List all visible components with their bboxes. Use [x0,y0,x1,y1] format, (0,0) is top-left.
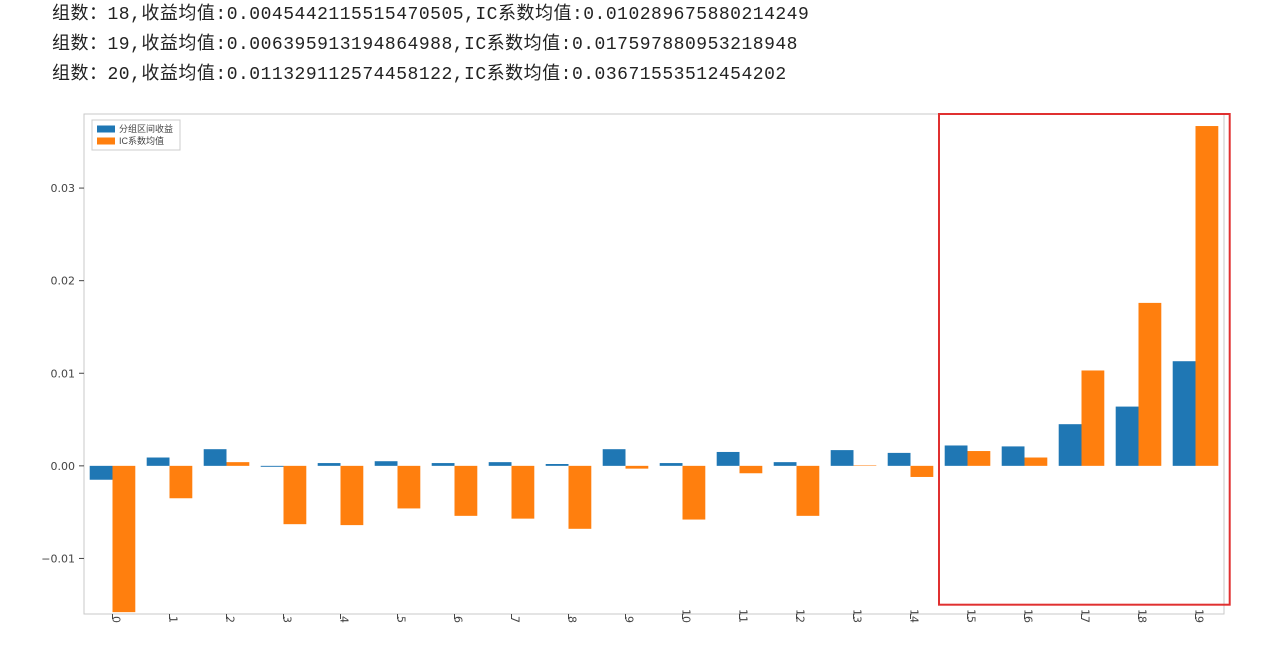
svg-text:0.00: 0.00 [51,460,76,473]
svg-text:0.02: 0.02 [51,275,76,288]
svg-text:5: 5 [395,616,408,623]
bar-series1 [831,450,854,466]
bar-series1 [489,462,512,466]
bar-series1 [717,452,740,466]
bar-series2 [170,466,193,498]
bar-series2 [284,466,307,524]
legend-swatch [97,126,115,133]
svg-text:9: 9 [623,616,636,623]
svg-text:3: 3 [281,616,294,623]
bar-series1 [1116,407,1139,466]
bar-chart: −0.010.000.010.020.030123456789101112131… [24,108,1244,648]
svg-text:17: 17 [1079,609,1092,623]
bar-series2 [341,466,364,525]
bar-series1 [432,463,455,466]
svg-text:0.03: 0.03 [51,182,76,195]
bar-series1 [261,466,284,467]
svg-text:6: 6 [452,616,465,623]
bar-series2 [569,466,592,529]
svg-text:14: 14 [908,609,921,623]
bar-series1 [318,463,341,466]
svg-text:8: 8 [566,616,579,623]
bar-series1 [774,462,797,466]
svg-text:7: 7 [509,616,522,623]
svg-text:−0.01: −0.01 [41,552,75,565]
bar-series1 [1173,361,1196,466]
svg-text:11: 11 [737,609,750,623]
legend-label: 分组区间收益 [119,123,173,134]
bar-series2 [1139,303,1162,466]
chart-svg: −0.010.000.010.020.030123456789101112131… [24,108,1244,648]
bar-series1 [546,464,569,466]
svg-text:18: 18 [1136,609,1149,623]
bar-series1 [375,461,398,466]
bar-series2 [1025,458,1048,466]
svg-text:13: 13 [851,609,864,623]
bar-series2 [911,466,934,477]
bar-series2 [1082,370,1105,465]
output-text-lines: 组数：18,收益均值:0.0045442115515470505,IC系数均值:… [52,0,809,90]
bar-series2 [398,466,421,509]
legend-label: IC系数均值 [119,135,164,146]
bar-series2 [512,466,535,519]
bar-series1 [603,449,626,466]
bar-series2 [113,466,136,612]
bar-series1 [888,453,911,466]
bar-series1 [660,463,683,466]
bar-series1 [204,449,227,466]
bar-series1 [945,445,968,465]
bar-series1 [1002,446,1025,465]
svg-text:0.01: 0.01 [51,367,76,380]
svg-text:4: 4 [338,616,351,623]
bar-series2 [740,466,763,473]
bar-series1 [1059,424,1082,466]
bar-series2 [626,466,649,469]
svg-text:2: 2 [224,616,237,623]
svg-text:10: 10 [680,609,693,623]
bar-series2 [455,466,478,516]
bar-series1 [147,458,170,466]
text-line-1: 组数：18,收益均值:0.0045442115515470505,IC系数均值:… [52,0,809,30]
bar-series1 [90,466,113,480]
bar-series2 [227,462,250,466]
bar-series2 [854,465,877,466]
bar-series2 [968,451,991,466]
svg-text:12: 12 [794,609,807,623]
svg-text:1: 1 [167,616,180,623]
text-line-2: 组数：19,收益均值:0.006395913194864988,IC系数均值:0… [52,30,809,60]
svg-text:16: 16 [1022,609,1035,623]
bar-series2 [683,466,706,520]
bar-series2 [797,466,820,516]
svg-text:19: 19 [1193,609,1206,623]
svg-text:15: 15 [965,609,978,623]
svg-text:0: 0 [110,616,123,623]
bar-series2 [1196,126,1219,466]
legend-swatch [97,138,115,145]
text-line-3: 组数：20,收益均值:0.011329112574458122,IC系数均值:0… [52,60,809,90]
